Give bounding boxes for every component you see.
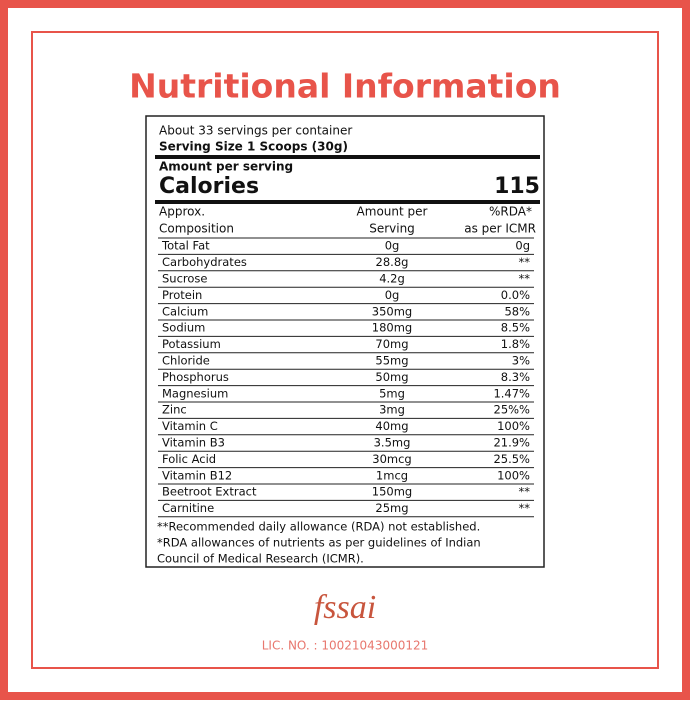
column-header: as per ICMR <box>464 222 536 236</box>
nutrient-name: Protein <box>162 288 202 302</box>
nutrient-rda: 100% <box>497 419 530 433</box>
footnote: *RDA allowances of nutrients as per guid… <box>157 536 481 550</box>
nutrient-name: Magnesium <box>162 386 228 400</box>
column-header: Serving <box>369 222 415 236</box>
nutrient-amount: 40mg <box>375 419 408 433</box>
nutrient-rda: 8.5% <box>501 321 530 335</box>
nutrient-amount: 150mg <box>372 485 412 499</box>
nutrient-rda: ** <box>519 501 531 515</box>
nutrient-name: Carbohydrates <box>162 255 247 269</box>
nutrient-rda: ** <box>519 255 531 269</box>
calories-label: Calories <box>159 174 259 199</box>
nutrient-amount: 5mg <box>379 386 405 400</box>
nutrient-name: Calcium <box>162 304 208 318</box>
nutrient-amount: 55mg <box>375 354 408 368</box>
amount-per-serving: Amount per serving <box>159 160 293 174</box>
column-header: Composition <box>159 222 234 236</box>
nutrient-name: Chloride <box>162 354 210 368</box>
nutrient-rda: 1.8% <box>501 337 530 351</box>
nutrient-amount: 3mg <box>379 403 405 417</box>
nutrient-amount: 0g <box>385 288 400 302</box>
serving-size: Serving Size 1 Scoops (30g) <box>159 140 348 154</box>
nutrient-amount: 1mcg <box>376 468 408 482</box>
nutrient-amount: 3.5mg <box>374 436 411 450</box>
nutrient-rda: 58% <box>504 304 530 318</box>
nutrient-name: Zinc <box>162 403 187 417</box>
nutrient-rda: 100% <box>497 468 530 482</box>
nutrient-name: Carnitine <box>162 501 214 515</box>
column-header: Approx. <box>159 205 205 219</box>
nutrient-rda: 0.0% <box>501 288 530 302</box>
nutrient-amount: 28.8g <box>376 255 409 269</box>
nutrient-rda: ** <box>519 485 531 499</box>
nutrient-rda: 0g <box>515 239 530 253</box>
nutrient-amount: 180mg <box>372 321 412 335</box>
nutrient-name: Vitamin B3 <box>162 436 225 450</box>
nutrient-rda: 21.9% <box>493 436 530 450</box>
title: Nutritional Information <box>129 67 561 106</box>
nutrient-name: Total Fat <box>161 239 210 253</box>
nutrient-name: Beetroot Extract <box>162 485 257 499</box>
servings: About 33 servings per container <box>159 124 352 138</box>
calories-value: 115 <box>494 174 540 199</box>
column-header: %RDA* <box>489 205 532 219</box>
footnote: Council of Medical Research (ICMR). <box>157 552 364 566</box>
nutrient-name: Phosphorus <box>162 370 229 384</box>
nutrient-amount: 50mg <box>375 370 408 384</box>
nutrient-name: Sucrose <box>162 272 208 286</box>
nutrient-amount: 30mcg <box>372 452 411 466</box>
nutrient-name: Vitamin B12 <box>162 468 232 482</box>
nutrient-rda: 1.47% <box>493 386 530 400</box>
nutrient-name: Potassium <box>162 337 221 351</box>
nutrient-name: Vitamin C <box>162 419 218 433</box>
table-box <box>145 115 545 568</box>
nutrient-amount: 350mg <box>372 304 412 318</box>
nutrient-name: Folic Acid <box>162 452 216 466</box>
inner-border <box>31 31 659 669</box>
nutrient-amount: 25mg <box>375 501 408 515</box>
nutrient-rda: 25.5% <box>493 452 530 466</box>
nutrient-amount: 0g <box>385 239 400 253</box>
nutrient-rda: 25%% <box>494 403 531 417</box>
fssai-logo: fssai <box>314 589 376 626</box>
license-number: LIC. NO. : 10021043000121 <box>262 639 429 653</box>
nutrient-rda: 3% <box>512 354 530 368</box>
column-header: Amount per <box>357 205 428 219</box>
footnote: **Recommended daily allowance (RDA) not … <box>157 520 480 534</box>
nutrient-name: Sodium <box>162 321 205 335</box>
nutrient-rda: 8.3% <box>501 370 530 384</box>
nutrient-rda: ** <box>519 272 531 286</box>
nutrient-amount: 4.2g <box>379 272 405 286</box>
nutrient-amount: 70mg <box>375 337 408 351</box>
